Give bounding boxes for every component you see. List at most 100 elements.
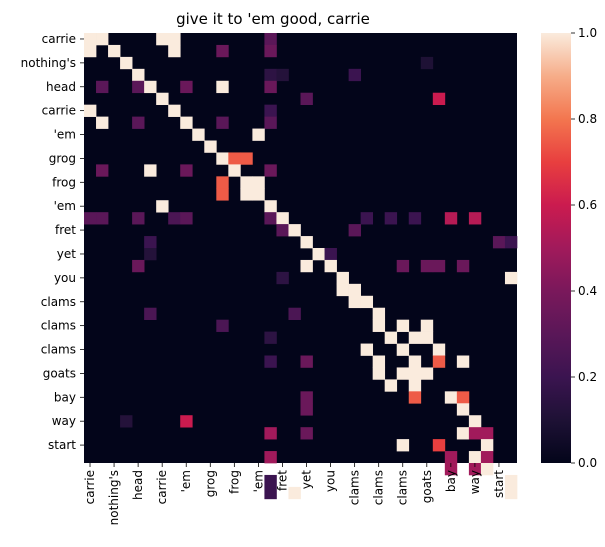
x-tick-label: goats	[420, 470, 434, 503]
heatmap-cell	[420, 319, 434, 332]
heatmap-cell	[144, 236, 157, 249]
x-tick-label: carrie	[155, 470, 169, 504]
heatmap-cell	[420, 259, 434, 273]
heatmap-cell	[216, 188, 229, 201]
heatmap-cell	[216, 176, 229, 189]
x-tick-label: carrie	[83, 470, 97, 504]
heatmap-cell	[420, 367, 434, 380]
heatmap-cell	[372, 355, 386, 368]
heatmap-cell	[180, 212, 193, 225]
heatmap-cell	[408, 391, 422, 404]
heatmap-cell	[264, 44, 277, 58]
heatmap-cell	[168, 44, 181, 58]
heatmap-cell	[168, 104, 181, 117]
heatmap-cell	[384, 212, 398, 225]
heatmap-cell	[324, 248, 337, 261]
heatmap-cell	[480, 451, 494, 464]
heatmap-cell	[372, 307, 386, 321]
heatmap-cell	[456, 427, 470, 440]
heatmap-cell	[468, 451, 482, 464]
heatmap-cell	[300, 259, 313, 273]
heatmap-cell	[156, 33, 169, 46]
y-tick-label: clams	[41, 343, 76, 357]
heatmap-cell	[144, 164, 157, 177]
heatmap-cell	[468, 212, 482, 225]
x-tick-label: yet	[300, 470, 314, 489]
heatmap-cell	[204, 140, 217, 153]
heatmap-cell	[84, 212, 97, 225]
heatmap-cell	[264, 331, 277, 344]
heatmap-cell	[120, 56, 133, 70]
heatmap-cell	[384, 379, 398, 392]
colorbar-tick-label: 0.4	[578, 284, 597, 298]
heatmap-cell	[408, 212, 422, 225]
heatmap-cell	[264, 33, 277, 46]
heatmap-cell	[384, 331, 398, 344]
heatmap-cell	[444, 212, 458, 225]
heatmap-cell	[132, 259, 145, 273]
heatmap-cell	[108, 44, 121, 58]
heatmap-cell	[468, 463, 482, 476]
heatmap-cell	[264, 355, 277, 368]
heatmap-cell	[432, 439, 446, 452]
y-tick-label: yet	[57, 247, 76, 261]
heatmap-cell	[444, 391, 458, 404]
colorbar-tick-label: 0.6	[578, 198, 597, 212]
heatmap-cell	[336, 283, 349, 297]
y-tick-label: way	[52, 414, 76, 428]
heatmap-cell	[456, 391, 470, 404]
heatmap-cell	[504, 271, 518, 285]
heatmap-cell	[408, 379, 422, 392]
heatmap-cell	[420, 331, 434, 344]
heatmap-cell	[96, 164, 109, 177]
y-tick-label: fret	[55, 223, 76, 237]
heatmap-cell	[288, 307, 301, 321]
heatmap-cell	[480, 439, 494, 452]
heatmap-cell	[300, 403, 313, 416]
heatmap-cell	[396, 343, 410, 356]
y-tick-label: nothing's	[21, 56, 76, 70]
heatmap-cell	[264, 164, 277, 177]
heatmap-cell	[396, 367, 410, 380]
heatmap-cell	[264, 451, 277, 464]
heatmap-cell	[96, 80, 109, 94]
y-tick-label: bay	[54, 390, 76, 404]
x-tick-label: clams	[348, 470, 362, 505]
x-tick-label: 'em	[179, 470, 193, 492]
colorbar	[541, 33, 571, 463]
y-tick-label: you	[54, 271, 76, 285]
y-tick-label: grog	[49, 151, 76, 165]
heatmap-cell	[84, 33, 97, 46]
x-tick-label: clams	[372, 470, 386, 505]
heatmap-cell	[252, 188, 265, 201]
y-tick-label: clams	[41, 295, 76, 309]
heatmap-cell	[504, 236, 518, 249]
heatmap-cell	[480, 427, 494, 440]
heatmap-cell	[264, 200, 277, 213]
heatmap-cell	[180, 80, 193, 94]
x-tick-label: start	[492, 470, 506, 498]
plot-area	[84, 33, 518, 500]
x-tick-label: 'em	[251, 470, 265, 492]
y-tick-label: head	[46, 80, 76, 94]
heatmap-cell	[468, 415, 482, 428]
heatmap-cell	[264, 68, 277, 82]
heatmap-cell	[504, 474, 518, 488]
heatmap-cell	[132, 212, 145, 225]
heatmap-cell	[96, 33, 109, 46]
heatmap-cell	[300, 236, 313, 249]
heatmap-cell	[348, 295, 361, 309]
heatmap-cell	[348, 283, 361, 297]
heatmap-cell	[84, 44, 97, 58]
heatmap-cell	[504, 486, 518, 500]
heatmap-cell	[408, 367, 422, 380]
heatmap-cell	[432, 343, 446, 356]
heatmap-cell	[252, 128, 265, 141]
y-tick-label: carrie	[42, 32, 76, 46]
heatmap-cell	[348, 68, 361, 82]
heatmap-cell	[264, 427, 277, 440]
heatmap-cell	[216, 152, 229, 165]
heatmap-cell	[264, 212, 277, 225]
heatmap-cell	[492, 236, 506, 249]
